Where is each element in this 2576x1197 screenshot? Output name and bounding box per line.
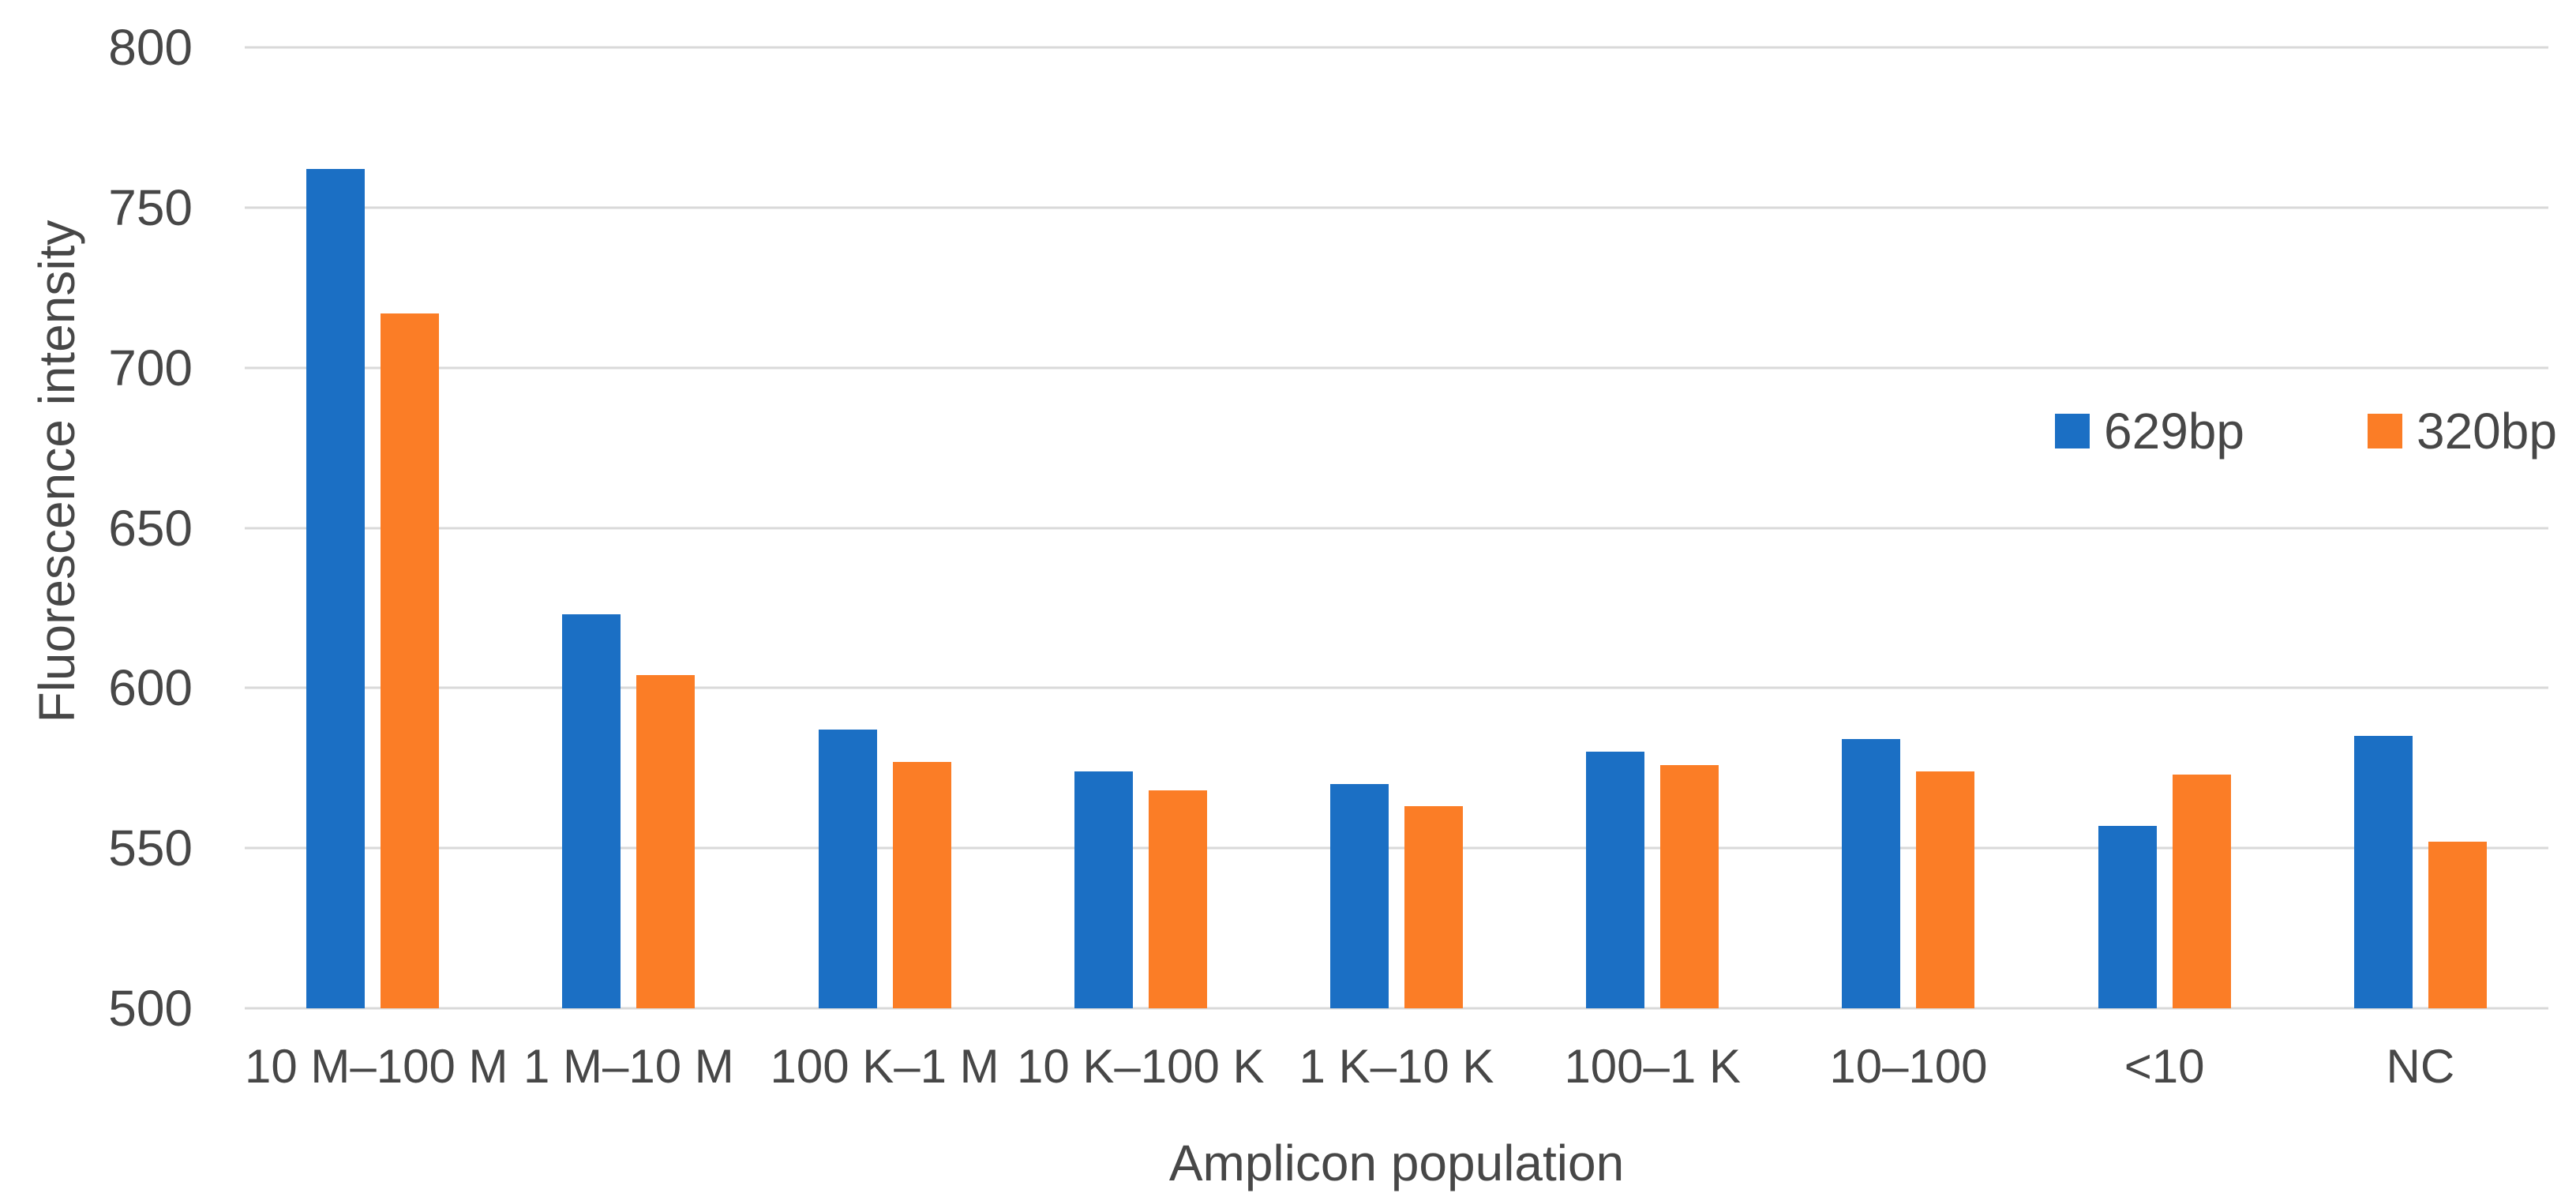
x-tick-label-10 M–100 M: 10 M–100 M [245, 1040, 508, 1093]
gridline-600 [245, 686, 2548, 689]
gridline-500 [245, 1007, 2548, 1010]
legend: 629bp 320bp [2055, 400, 2557, 462]
bar-320bp-10 K–100 K [1148, 790, 1207, 1008]
bar-629bp-<10 [2098, 825, 2157, 1008]
x-tick-label-NC: NC [2386, 1040, 2455, 1093]
y-tick-label-800: 800 [108, 19, 193, 76]
y-tick-label-600: 600 [108, 659, 193, 717]
legend-item-320bp: 320bp [2367, 400, 2557, 462]
x-tick-label-100 K–1 M: 100 K–1 M [770, 1040, 999, 1093]
legend-swatch-629bp [2055, 414, 2090, 448]
bar-629bp-1 M–10 M [562, 614, 621, 1008]
y-tick-label-750: 750 [108, 178, 193, 236]
bar-320bp-10 M–100 M [381, 313, 440, 1008]
bar-629bp-10–100 [1842, 739, 1901, 1008]
plot-area [245, 46, 2548, 1010]
legend-label-629bp: 629bp [2104, 403, 2244, 460]
bar-320bp-1 K–10 K [1404, 806, 1463, 1008]
gridline-800 [245, 46, 2548, 49]
y-tick-label-550: 550 [108, 820, 193, 877]
bar-629bp-100–1 K [1586, 752, 1645, 1008]
bar-629bp-10 K–100 K [1074, 771, 1133, 1008]
bar-629bp-100 K–1 M [818, 730, 877, 1008]
x-tick-label-1 K–10 K: 1 K–10 K [1299, 1040, 1494, 1093]
bar-629bp-1 K–10 K [1330, 784, 1389, 1008]
x-tick-label-100–1 K: 100–1 K [1564, 1040, 1741, 1093]
x-tick-label-1 M–10 M: 1 M–10 M [523, 1040, 734, 1093]
bar-320bp-10–100 [1916, 771, 1975, 1008]
bar-320bp-100–1 K [1660, 764, 1719, 1008]
x-axis-tick-labels: 10 M–100 M 1 M–10 M 100 K–1 M 10 K–100 K 1 K… [245, 1038, 2548, 1101]
y-axis-tick-labels: 800 750 700 650 600 550 500 [0, 0, 193, 1197]
gridline-750 [245, 206, 2548, 209]
bar-320bp-1 M–10 M [636, 675, 696, 1008]
bar-629bp-10 M–100 M [306, 169, 366, 1008]
bar-320bp-<10 [2172, 774, 2231, 1008]
legend-label-320bp: 320bp [2416, 403, 2557, 460]
bar-320bp-100 K–1 M [892, 761, 951, 1008]
x-tick-label-10 K–100 K: 10 K–100 K [1016, 1040, 1265, 1093]
x-tick-label-<10: <10 [2124, 1040, 2205, 1093]
bar-629bp-NC [2353, 736, 2413, 1008]
bar-320bp-NC [2428, 842, 2487, 1008]
x-axis-title: Amplicon population [1168, 1135, 1625, 1191]
legend-item-629bp: 629bp [2055, 400, 2244, 462]
x-tick-label-10–100: 10–100 [1829, 1040, 1988, 1093]
legend-swatch-320bp [2367, 414, 2402, 448]
y-tick-label-500: 500 [108, 980, 193, 1037]
y-tick-label-700: 700 [108, 339, 193, 396]
y-tick-label-650: 650 [108, 499, 193, 557]
gridline-550 [245, 846, 2548, 850]
gridline-700 [245, 366, 2548, 370]
gridline-650 [245, 527, 2548, 529]
